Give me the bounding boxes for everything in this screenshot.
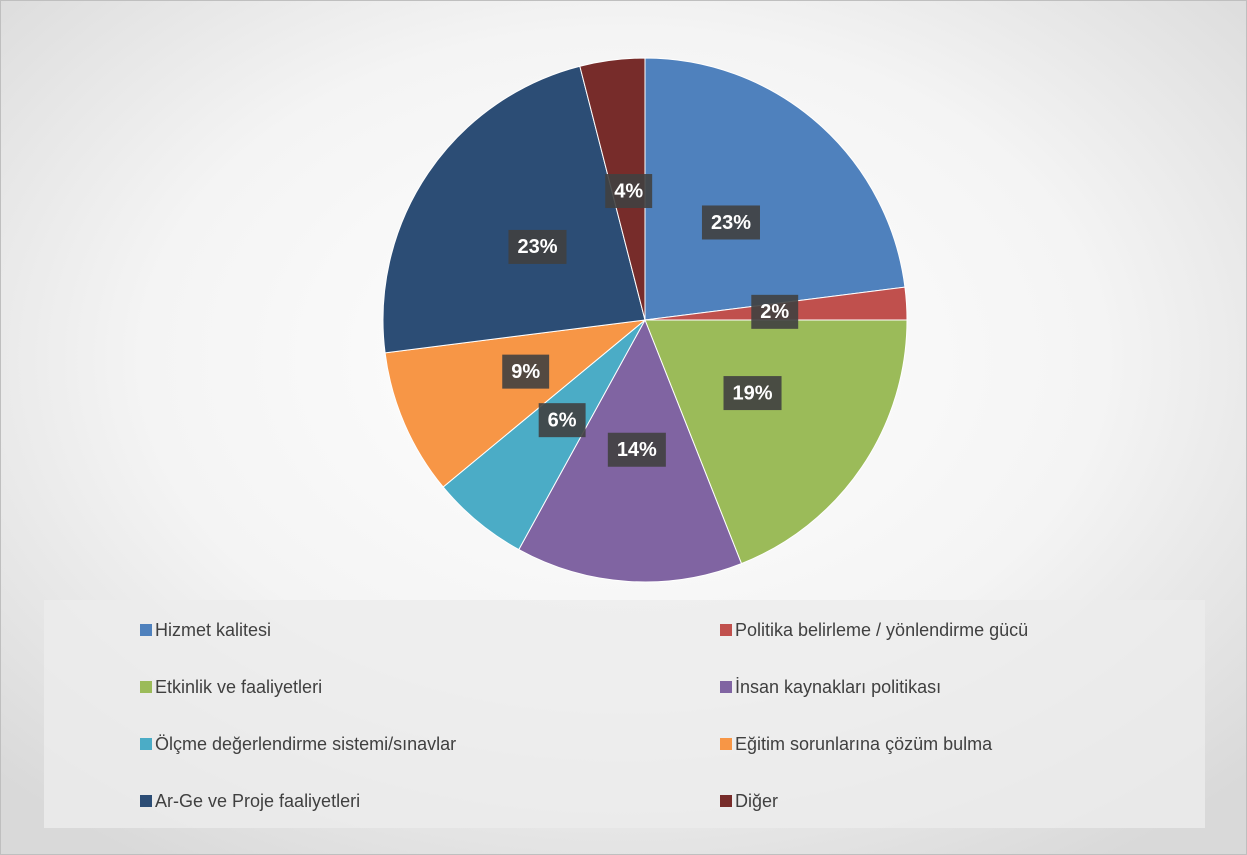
pie-slice: [382, 65, 646, 354]
data-label-box: [607, 432, 666, 467]
legend-swatch: [720, 795, 732, 807]
legend-label: Etkinlik ve faaliyetleri: [155, 677, 322, 697]
legend-swatch: [720, 681, 732, 693]
legend-label: Diğer: [735, 791, 778, 811]
data-label: 9%: [511, 361, 540, 383]
data-label-box: [508, 229, 567, 264]
data-label: 4%: [614, 180, 643, 202]
legend-swatch: [140, 681, 152, 693]
legend-swatch: [140, 738, 152, 750]
data-label-box: [701, 205, 760, 240]
legend-box: [44, 600, 1205, 828]
data-label: 14%: [617, 439, 657, 461]
legend-swatch: [720, 624, 732, 636]
legend-label: Eğitim sorunlarına çözüm bulma: [735, 734, 993, 754]
legend-label: İnsan kaynakları politikası: [735, 677, 941, 697]
pie-slice: [644, 319, 908, 565]
legend-label: Hizmet kalitesi: [155, 620, 271, 640]
data-label-box: [751, 294, 799, 329]
legend-swatch: [140, 795, 152, 807]
legend-label: Ar-Ge ve Proje faaliyetleri: [155, 791, 360, 811]
legend-swatch: [140, 624, 152, 636]
data-label: 6%: [548, 409, 577, 431]
legend-label: Politika belirleme / yönlendirme gücü: [735, 620, 1028, 640]
data-label: 23%: [517, 236, 557, 258]
data-label-box: [723, 376, 782, 411]
data-label: 23%: [711, 212, 751, 234]
data-label-box: [502, 354, 550, 389]
legend-swatch: [720, 738, 732, 750]
legend-label: Ölçme değerlendirme sistemi/sınavlar: [155, 734, 456, 754]
data-label: 19%: [733, 382, 773, 404]
pie-slice: [384, 319, 647, 488]
data-label-box: [538, 403, 586, 438]
data-label: 2%: [760, 301, 789, 323]
data-label-box: [605, 174, 653, 209]
pie-slice: [644, 57, 906, 321]
